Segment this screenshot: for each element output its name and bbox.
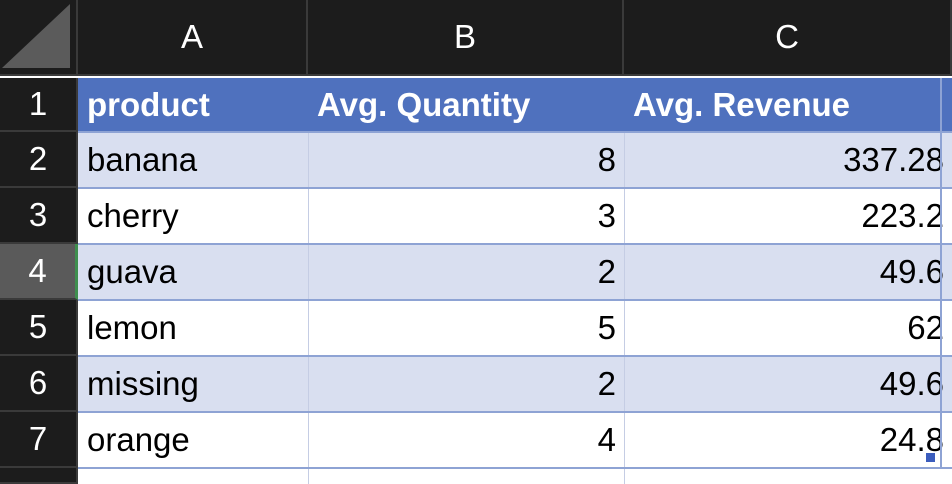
row-header-1[interactable]: 1 [0,78,78,132]
row-header-4[interactable]: 4 [0,244,78,300]
table-cell[interactable]: 24.8 [624,412,952,468]
column-gridline [624,132,625,484]
table-cell[interactable]: guava [78,244,308,300]
table-cell[interactable]: banana [78,132,308,188]
select-all-icon [2,4,70,68]
row-gridline [78,243,952,245]
table-right-edge [940,78,942,468]
table-header-cell[interactable]: Avg. Revenue [624,78,952,132]
table-cell[interactable]: 49.6 [624,356,952,412]
select-all-corner[interactable] [0,0,78,76]
table-cell[interactable]: 3 [308,188,624,244]
row-header-8[interactable] [0,468,78,484]
fill-handle-icon[interactable] [925,452,936,463]
table-cell[interactable]: cherry [78,188,308,244]
table-cell[interactable]: 5 [308,300,624,356]
row-gridline [78,131,952,133]
table-cell[interactable]: missing [78,356,308,412]
row-header-5[interactable]: 5 [0,300,78,356]
column-gridline [308,132,309,484]
row-header-2[interactable]: 2 [0,132,78,188]
table-cell[interactable]: 8 [308,132,624,188]
column-header-a[interactable]: A [78,0,308,76]
table-cell[interactable]: 2 [308,356,624,412]
row-header-6[interactable]: 6 [0,356,78,412]
row-header-7[interactable]: 7 [0,412,78,468]
table-cell[interactable]: lemon [78,300,308,356]
table-cell[interactable]: 4 [308,412,624,468]
row-gridline [78,187,952,189]
table-header-cell[interactable]: Avg. Quantity [308,78,624,132]
column-header-c[interactable]: C [624,0,952,76]
row-gridline [78,355,952,357]
column-header-b[interactable]: B [308,0,624,76]
row-header-3[interactable]: 3 [0,188,78,244]
row-gridline [78,411,952,413]
row-gridline [78,467,952,469]
table-cell[interactable]: 337.28 [624,132,952,188]
table-cell[interactable]: 62 [624,300,952,356]
table-cell[interactable]: 223.2 [624,188,952,244]
table-cell[interactable]: 49.6 [624,244,952,300]
table-cell[interactable]: orange [78,412,308,468]
table-cell[interactable]: 2 [308,244,624,300]
table-header-cell[interactable]: product [78,78,308,132]
row-gridline [78,299,952,301]
